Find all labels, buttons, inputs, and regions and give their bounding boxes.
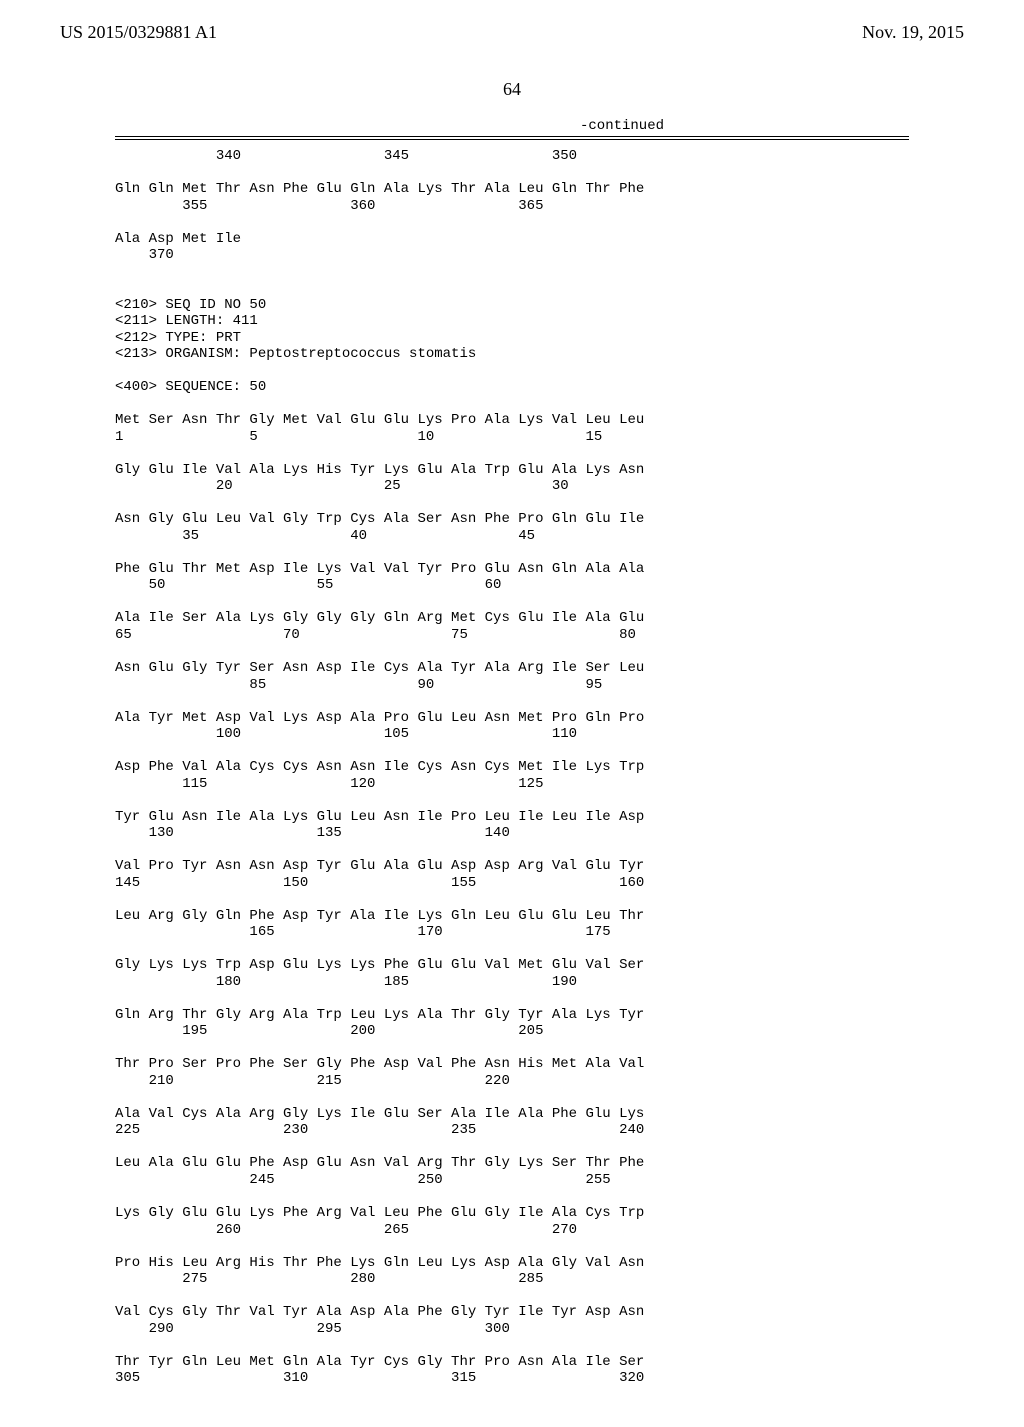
pub-number: US 2015/0329881 A1 [60,22,217,43]
continued-label: -continued [115,118,909,134]
rule-top [115,136,909,137]
page-number: 64 [0,79,1024,100]
pub-date: Nov. 19, 2015 [862,22,964,43]
rule-top-2 [115,139,909,140]
sequence-listing: 340 345 350 Gln Gln Met Thr Asn Phe Glu … [115,148,909,1387]
